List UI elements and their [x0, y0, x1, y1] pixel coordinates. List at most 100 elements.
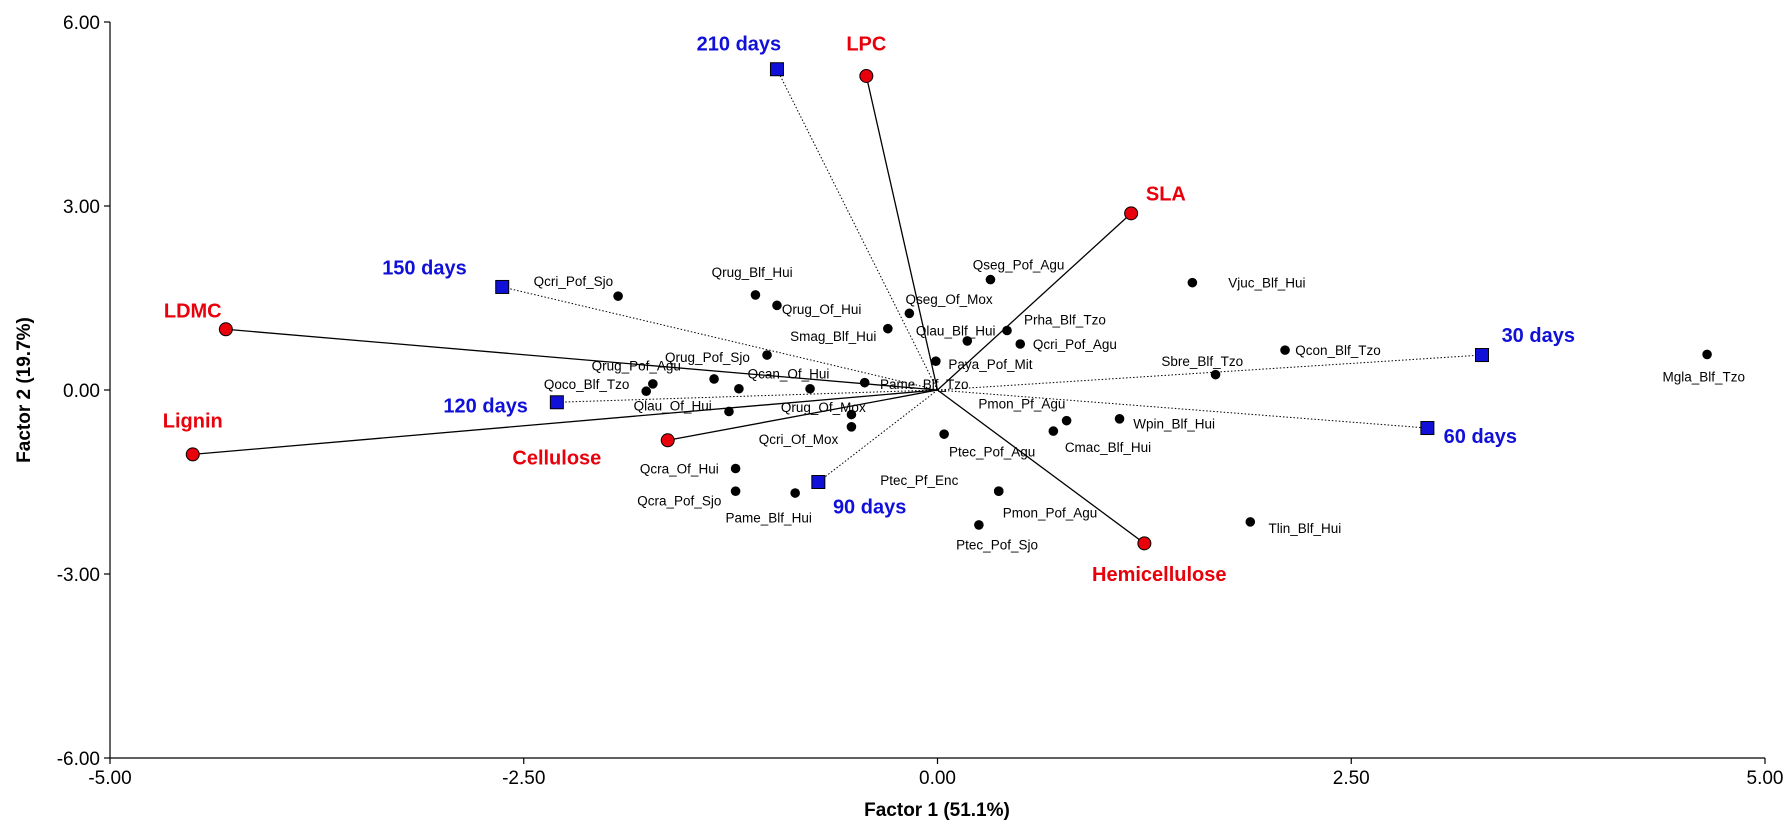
time-label-30-days: 30 days [1502, 325, 1575, 347]
site-point-qcri-of-mox [846, 422, 857, 432]
site-label-qrug-blf-hui: Qrug_Blf_Hui [712, 265, 793, 280]
site-point-prha-blf-tzo [1002, 325, 1012, 336]
site-point-qrug-of-hui [772, 300, 782, 311]
site-label-paya-pof-mit: Paya_Pof_Mit [948, 357, 1032, 372]
point-labels: Qcri_Pof_Sjo Qrug_Blf_Hui Qrug_Of_Hui Qseg_… [163, 33, 1745, 586]
site-point-ptec-pof-agu [939, 429, 949, 439]
site-point-qlau-of-hui-pt [734, 383, 744, 394]
site-label-qlau-of-hui: Qlau_Of_Hui [634, 398, 712, 413]
time-marker-210-days [769, 62, 784, 77]
x-tick-label: 5.00 [1747, 768, 1784, 789]
time-marker-150-days [495, 279, 510, 294]
site-label-qrug-pof-sjo: Qrug_Pof_Sjo [665, 350, 750, 365]
trait-vector-cellulose [667, 389, 938, 441]
time-label-90-days: 90 days [833, 497, 906, 519]
site-label-qcri-pof-sjo: Qcri_Pof_Sjo [534, 274, 614, 289]
site-label-pmon-pof-agu: Pmon_Pof_Agu [1003, 506, 1098, 521]
trait-label-lpc: LPC [846, 33, 886, 55]
site-label-ptec-pf-enc: Ptec_Pf_Enc [880, 473, 958, 488]
site-label-qrug-of-hui: Qrug_Of_Hui [782, 302, 862, 317]
site-point-sbre-blf-tzo [1210, 369, 1221, 380]
trait-marker-cellulose [660, 433, 675, 448]
site-point-qrug-pof-agu-2 [709, 374, 719, 384]
x-axis-title: Factor 1 (51.1%) [864, 800, 1010, 821]
y-tick-label: 3.00 [63, 197, 100, 218]
time-vector-150-days [502, 286, 938, 391]
trait-markers [185, 68, 1152, 551]
time-marker-120-days [549, 395, 564, 410]
y-ticks: -6.00 -3.00 0.00 3.00 6.00 [57, 13, 110, 770]
site-label-mgla-blf-tzo: Mgla_Blf_Tzo [1662, 370, 1745, 385]
y-tick-label: 6.00 [63, 13, 100, 34]
trait-vectors [192, 75, 1145, 544]
site-label-pame-blf-tzo: Pame_Blf_Tzo [880, 377, 969, 392]
trait-marker-lpc [859, 68, 874, 83]
site-point-qlau-blf-hui [962, 336, 973, 346]
time-vector-60-days [937, 389, 1428, 429]
site-point-qrug-blf-hui [750, 290, 761, 300]
site-label-qrug-pof-agu: Qrug_Pof_Agu [592, 358, 681, 373]
site-point-mgla-blf-tzo [1702, 349, 1712, 360]
time-markers [495, 62, 1489, 489]
time-marker-90-days [811, 475, 826, 489]
site-label-vjuc-blf-hui: Vjuc_Blf_Hui [1228, 276, 1305, 291]
site-point-qrug-of-mox [846, 409, 857, 420]
trait-vector-ldmc [225, 328, 938, 391]
trait-marker-hemicellulose [1137, 536, 1152, 551]
site-point-pmon-pf-agu [1061, 415, 1072, 426]
trait-marker-lignin [185, 447, 200, 462]
trait-vector-hemicellulose [937, 389, 1145, 544]
trait-vector-lpc [865, 75, 939, 391]
trait-label-sla: SLA [1146, 184, 1186, 206]
trait-label-hemicellulose: Hemicellulose [1092, 564, 1227, 586]
y-tick-label: 0.00 [63, 381, 100, 402]
x-tick-label: 0.00 [919, 768, 956, 789]
site-label-qcra-pof-sjo: Qcra_Pof_Sjo [637, 493, 721, 508]
trait-label-lignin: Lignin [163, 411, 223, 433]
site-label-qcan-of-hui: Qcan_Of_Hui [748, 366, 830, 381]
site-point-qcan-of-hui [805, 383, 815, 394]
site-point-qcra-pof-sjo [730, 486, 741, 497]
y-tick-label: -6.00 [57, 749, 100, 770]
site-label-qoco-blf-tzo: Qoco_Blf_Tzo [544, 377, 630, 392]
site-point-wpin-blf-hui [1114, 414, 1125, 424]
site-point-vjuc-blf-hui [1187, 277, 1198, 288]
time-vector-120-days [556, 389, 938, 403]
site-point-qoco-blf-tzo [641, 386, 652, 397]
x-ticks: -5.00 -2.50 0.00 2.50 5.00 [88, 758, 1783, 789]
site-label-ptec-pof-sjo: Ptec_Pof_Sjo [956, 538, 1038, 553]
time-vectors [502, 69, 1483, 483]
trait-vector-sla [937, 212, 1132, 391]
trait-label-cellulose: Cellulose [512, 447, 601, 469]
site-label-prha-blf-tzo: Prha_Blf_Tzo [1024, 312, 1106, 327]
time-label-210-days: 210 days [697, 33, 782, 55]
time-label-150-days: 150 days [382, 257, 467, 279]
site-label-qcon-blf-tzo: Qcon_Blf_Tzo [1295, 343, 1381, 358]
site-point-pame-blf-tzo [859, 377, 870, 388]
site-point-smag-blf-hui [883, 323, 893, 334]
site-points [613, 274, 1712, 530]
time-label-60-days: 60 days [1444, 426, 1517, 448]
x-tick-label: -5.00 [88, 768, 131, 789]
site-point-qlau-of-hui [724, 406, 734, 417]
site-point-qcri-pof-agu [1015, 339, 1026, 349]
site-point-cmac-blf-hui [1048, 426, 1059, 436]
site-point-qrug-pof-agu [648, 379, 658, 389]
site-label-wpin-blf-hui: Wpin_Blf_Hui [1133, 417, 1215, 432]
site-point-qcra-of-hui [730, 463, 741, 474]
y-tick-label: -3.00 [57, 565, 100, 586]
site-point-qcri-pof-sjo [613, 291, 623, 301]
site-point-pame-blf-hui [790, 488, 800, 498]
trait-label-ldmc: LDMC [164, 300, 222, 322]
site-point-qseg-pof-agu [985, 274, 996, 285]
site-label-smag-blf-hui: Smag_Blf_Hui [790, 329, 876, 344]
site-point-pmon-pof-agu [993, 486, 1004, 497]
site-label-qrug-of-mox: Qrug_Of_Mox [781, 400, 866, 415]
site-label-qseg-pof-agu: Qseg_Pof_Agu [973, 257, 1065, 272]
trait-marker-ldmc [218, 322, 233, 337]
x-tick-label: -2.50 [502, 768, 545, 789]
site-label-qcri-pof-agu: Qcri_Pof_Agu [1033, 337, 1117, 352]
site-label-cmac-blf-hui: Cmac_Blf_Hui [1065, 440, 1151, 455]
site-point-tlin-blf-hui [1245, 517, 1256, 527]
